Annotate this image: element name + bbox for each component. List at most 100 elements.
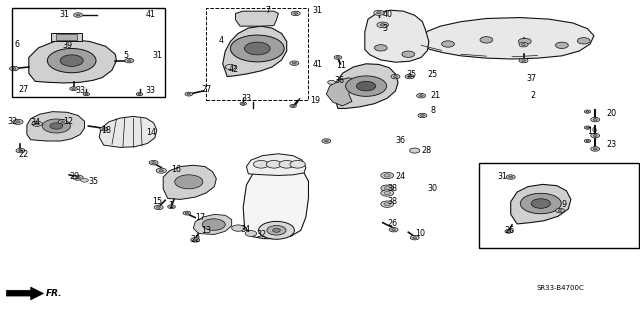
Circle shape <box>577 38 590 44</box>
Circle shape <box>402 51 415 57</box>
Bar <box>56 34 77 40</box>
Circle shape <box>593 135 597 137</box>
Text: 20: 20 <box>607 109 617 118</box>
Circle shape <box>154 205 163 210</box>
Circle shape <box>593 148 597 150</box>
Circle shape <box>593 119 597 121</box>
Polygon shape <box>246 154 306 175</box>
Circle shape <box>442 41 454 47</box>
Polygon shape <box>6 287 44 300</box>
Circle shape <box>50 123 63 129</box>
Circle shape <box>376 11 381 14</box>
Circle shape <box>279 160 294 168</box>
Circle shape <box>191 238 200 242</box>
Circle shape <box>259 221 294 239</box>
Circle shape <box>509 176 513 178</box>
Circle shape <box>384 174 390 177</box>
Circle shape <box>42 119 70 133</box>
Polygon shape <box>193 214 232 234</box>
Text: 38: 38 <box>387 184 397 193</box>
Circle shape <box>336 56 340 58</box>
Circle shape <box>193 239 197 241</box>
Circle shape <box>520 193 561 214</box>
Circle shape <box>584 126 591 129</box>
Circle shape <box>74 13 83 17</box>
Circle shape <box>175 175 203 189</box>
Text: 2: 2 <box>530 91 535 100</box>
Polygon shape <box>511 184 571 224</box>
Text: 11: 11 <box>336 61 346 70</box>
Circle shape <box>384 187 390 190</box>
Circle shape <box>519 58 528 63</box>
Polygon shape <box>223 26 287 77</box>
Circle shape <box>61 121 65 123</box>
Circle shape <box>374 10 384 15</box>
Circle shape <box>480 37 493 43</box>
Circle shape <box>591 117 600 122</box>
Circle shape <box>138 93 141 95</box>
Circle shape <box>58 120 67 124</box>
Text: 16: 16 <box>172 165 182 174</box>
Circle shape <box>149 160 158 165</box>
Circle shape <box>290 160 305 168</box>
Polygon shape <box>99 116 157 147</box>
Circle shape <box>410 148 420 153</box>
Circle shape <box>506 175 515 179</box>
Text: 17: 17 <box>195 213 205 222</box>
Circle shape <box>159 169 164 172</box>
Circle shape <box>266 160 282 168</box>
Polygon shape <box>236 11 278 26</box>
Circle shape <box>381 172 394 179</box>
Text: 31: 31 <box>312 6 323 15</box>
Circle shape <box>391 74 400 79</box>
Text: 9: 9 <box>562 200 567 209</box>
Polygon shape <box>243 166 308 239</box>
Circle shape <box>356 81 376 91</box>
Circle shape <box>183 211 191 215</box>
Circle shape <box>15 121 20 123</box>
Text: 8: 8 <box>430 106 435 115</box>
Polygon shape <box>421 18 594 59</box>
Circle shape <box>519 42 528 47</box>
Text: FR.: FR. <box>46 289 63 298</box>
Circle shape <box>102 128 106 130</box>
Circle shape <box>518 38 531 45</box>
Circle shape <box>591 133 600 138</box>
Circle shape <box>380 24 385 26</box>
Circle shape <box>586 140 589 142</box>
Text: 34: 34 <box>240 225 250 234</box>
Circle shape <box>253 160 269 168</box>
Circle shape <box>556 208 564 213</box>
Text: 26: 26 <box>504 226 515 235</box>
Circle shape <box>230 35 284 62</box>
Circle shape <box>294 12 298 14</box>
Text: 32: 32 <box>8 117 18 126</box>
Circle shape <box>100 127 108 131</box>
Circle shape <box>157 206 161 208</box>
Text: 36: 36 <box>396 137 406 145</box>
Circle shape <box>324 140 328 142</box>
Circle shape <box>291 11 300 16</box>
Circle shape <box>10 66 19 71</box>
Bar <box>12 8 165 97</box>
Text: 23: 23 <box>607 140 617 149</box>
Circle shape <box>384 191 390 195</box>
Circle shape <box>47 48 96 73</box>
Bar <box>206 8 308 100</box>
Circle shape <box>185 212 189 214</box>
Text: 33: 33 <box>146 86 156 95</box>
Circle shape <box>12 68 16 70</box>
Circle shape <box>83 93 90 96</box>
Circle shape <box>156 168 166 173</box>
Circle shape <box>267 226 286 235</box>
Text: 27: 27 <box>18 85 28 94</box>
Text: 3: 3 <box>383 24 388 33</box>
Circle shape <box>76 176 81 179</box>
Circle shape <box>70 87 77 91</box>
Circle shape <box>531 199 550 208</box>
Circle shape <box>60 55 83 66</box>
Text: 39: 39 <box>63 41 73 50</box>
Circle shape <box>292 62 296 64</box>
Circle shape <box>408 76 412 78</box>
Circle shape <box>381 201 394 207</box>
